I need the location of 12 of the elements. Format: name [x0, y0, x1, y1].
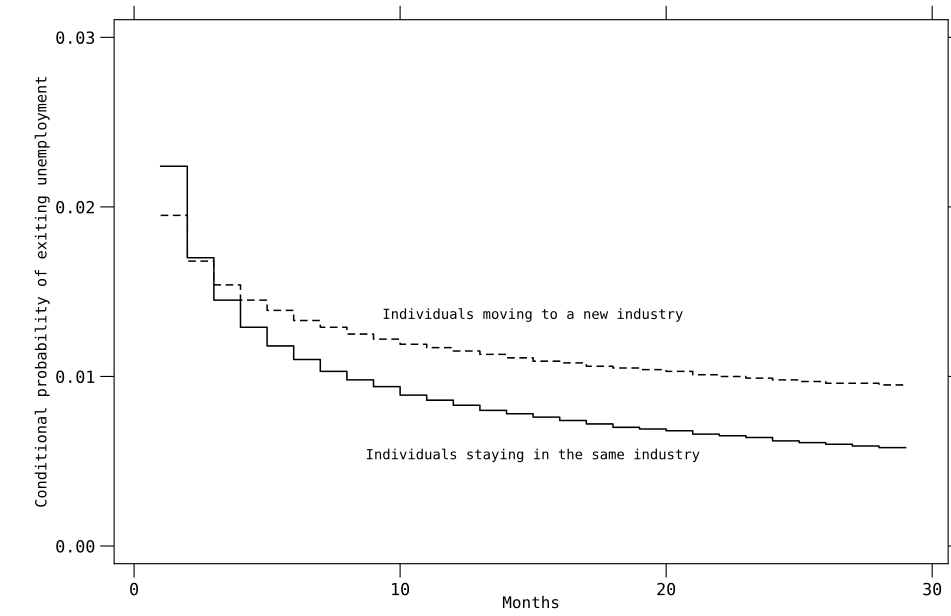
y-tick-label: 0.01 [56, 370, 94, 384]
y-axis-title: Conditional probability of exiting unemployment [34, 77, 50, 507]
y-tick-label: 0.02 [56, 200, 94, 214]
x-tick-label: 0 [130, 582, 138, 596]
x-tick-label: 20 [657, 582, 676, 596]
x-axis-title: Months [502, 596, 558, 608]
x-tick-label: 10 [392, 582, 410, 596]
y-tick-label: 0.00 [56, 540, 94, 553]
y-tick-label: 0.03 [56, 31, 94, 44]
x-tick-label: 30 [923, 582, 942, 596]
annotation: Individuals staying in the same industry [366, 448, 700, 462]
annotation: Individuals moving to a new industry [384, 308, 683, 322]
